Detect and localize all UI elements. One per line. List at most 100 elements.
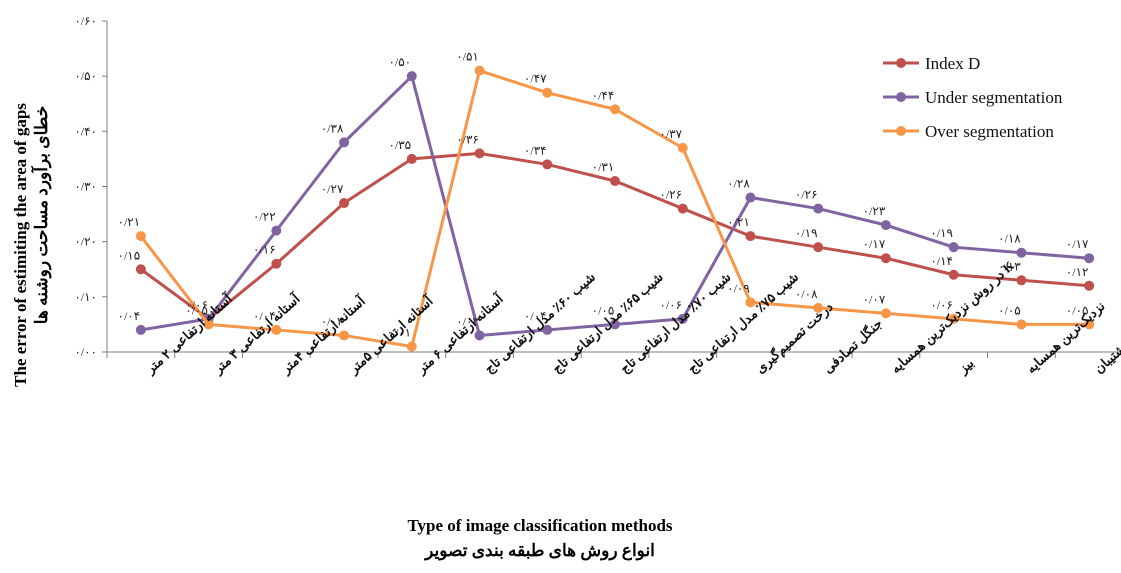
- y-tick-label: ۰/۳۰: [74, 180, 97, 194]
- data-point-under-segmentation: [610, 319, 620, 330]
- legend: Index D Under segmentation Over segmentati…: [883, 54, 1063, 141]
- data-label-under-segmentation: ۰/۱۷: [1066, 237, 1089, 251]
- data-point-index-d: [474, 148, 485, 159]
- data-point-index-d: [1084, 280, 1095, 291]
- data-point-under-segmentation: [813, 203, 824, 214]
- data-label-index-d: ۰/۳۵: [388, 138, 411, 152]
- y-tick-label: ۰/۵۰: [74, 69, 97, 83]
- data-label-index-d: ۰/۱۹: [795, 226, 818, 240]
- data-point-under-segmentation: [271, 225, 282, 236]
- legend-label-over-segmentation: Over segmentation: [925, 122, 1054, 141]
- data-point-index-d: [745, 231, 756, 242]
- data-point-over-segmentation: [1084, 319, 1095, 330]
- y-axis-label: The error of estimiting the area of gaps: [11, 103, 30, 387]
- y-tick-label: ۰/۴۰: [74, 124, 97, 138]
- data-label-over-segmentation: ۰/۰۶: [930, 298, 953, 312]
- data-label-over-segmentation: ۰/۳۷: [659, 127, 682, 141]
- data-label-index-d: ۰/۲۶: [659, 188, 682, 202]
- data-label-over-segmentation: ۰/۵۱: [456, 50, 479, 64]
- data-label-over-segmentation: ۰/۴۷: [524, 72, 547, 86]
- data-label-over-segmentation: ۰/۰۳: [321, 314, 344, 328]
- data-label-under-segmentation: ۰/۱۹: [930, 226, 953, 240]
- data-point-index-d: [1016, 275, 1027, 286]
- data-label-under-segmentation: ۰/۰۶: [659, 298, 682, 312]
- data-label-over-segmentation: ۰/۴۴: [592, 88, 615, 102]
- data-point-over-segmentation: [948, 313, 959, 324]
- data-label-index-d: ۰/۳۴: [524, 143, 547, 157]
- series-lines: [135, 65, 1095, 352]
- data-point-under-segmentation: [1016, 247, 1027, 258]
- data-labels: ۰/۱۵ ۰/۱۶ ۰/۲۷ ۰/۳۵ ۰/۳۶ ۰/۳۴ ۰/۳۱ ۰/۲۶ ۰/۲۱ ۰/۱۹…: [118, 50, 1089, 340]
- data-label-under-segmentation: ۰/۰۵: [592, 303, 615, 317]
- data-label-index-d: ۰/۱۲: [1066, 265, 1089, 279]
- data-label-over-segmentation: ۰/۰۵: [998, 303, 1021, 317]
- data-point-over-segmentation: [542, 87, 553, 98]
- data-label-over-segmentation: ۰/۰۱: [388, 325, 411, 339]
- y-axis-label-persian: خطای برآورد مساحت روشنه ها: [30, 106, 52, 324]
- y-tick-label: ۰/۲۰: [74, 235, 97, 249]
- data-label-under-segmentation: ۰/۲۸: [727, 177, 750, 191]
- data-label-under-segmentation: ۰/۰۴: [118, 309, 141, 323]
- data-point-under-segmentation: [542, 324, 553, 335]
- data-point-under-segmentation: [339, 137, 350, 148]
- data-label-index-d: ۰/۲۷: [321, 182, 344, 196]
- data-point-under-segmentation: [880, 220, 891, 231]
- data-point-over-segmentation: [610, 104, 620, 115]
- x-tick-label: جنگل تصادفی: [820, 315, 886, 376]
- data-point-index-d: [406, 153, 417, 164]
- data-point-over-segmentation: [745, 297, 756, 308]
- x-tick-label: شیب ۶۰٪ مدل ارتفاعی تاج: [482, 269, 599, 377]
- data-label-under-segmentation: ۰/۲۲: [253, 210, 276, 224]
- data-point-under-segmentation: [135, 324, 146, 335]
- legend-marker-over-segmentation: [896, 126, 906, 136]
- data-label-over-segmentation: ۰/۰۵: [185, 303, 208, 317]
- data-label-over-segmentation: ۰/۰۸: [795, 287, 818, 301]
- data-label-under-segmentation: ۰/۰۴: [524, 309, 547, 323]
- legend-marker-under-segmentation: [896, 92, 906, 102]
- data-point-index-d: [948, 269, 959, 280]
- data-label-index-d: ۰/۱۳: [998, 259, 1021, 273]
- y-tick-label: ۰/۰۰: [74, 345, 97, 359]
- data-label-index-d: ۰/۳۱: [592, 160, 615, 174]
- data-point-over-segmentation: [135, 231, 146, 242]
- data-point-index-d: [813, 242, 824, 253]
- data-label-over-segmentation: ۰/۰۷: [863, 292, 886, 306]
- data-label-under-segmentation: ۰/۱۸: [998, 232, 1021, 246]
- legend-label-index-d: Index D: [925, 54, 980, 73]
- data-label-under-segmentation: ۰/۵۰: [388, 55, 411, 69]
- data-point-over-segmentation: [271, 324, 282, 335]
- data-label-under-segmentation: ۰/۲۳: [863, 204, 886, 218]
- data-point-over-segmentation: [339, 330, 350, 341]
- data-point-over-segmentation: [677, 142, 688, 153]
- x-tick-label: بیز: [955, 355, 977, 377]
- series-line-under-segmentation: [140, 74, 1090, 337]
- data-point-over-segmentation: [203, 319, 214, 330]
- data-label-index-d: ۰/۱۶: [253, 243, 276, 257]
- data-point-index-d: [880, 253, 891, 264]
- data-point-under-segmentation: [745, 192, 756, 203]
- data-label-index-d: ۰/۱۵: [118, 248, 141, 262]
- y-tick-label: ۰/۶۰: [74, 14, 97, 28]
- data-point-over-segmentation: [406, 341, 417, 352]
- data-label-under-segmentation: ۰/۲۶: [795, 188, 818, 202]
- data-label-under-segmentation: ۰/۰۶: [185, 298, 208, 312]
- x-axis-label-persian: انواع روش های طبقه بندی تصویر: [423, 541, 655, 561]
- data-label-over-segmentation: ۰/۰۵: [1066, 303, 1089, 317]
- legend-label-under-segmentation: Under segmentation: [925, 88, 1063, 107]
- data-label-index-d: ۰/۲۱: [727, 215, 750, 229]
- data-point-over-segmentation: [1016, 319, 1027, 330]
- y-tick-labels: ۰/۰۰ ۰/۱۰ ۰/۲۰ ۰/۳۰ ۰/۴۰ ۰/۵۰ ۰/۶۰: [74, 14, 97, 359]
- data-label-over-segmentation: ۰/۲۱: [118, 215, 141, 229]
- data-point-under-segmentation: [474, 330, 485, 341]
- data-point-index-d: [339, 198, 350, 209]
- data-label-under-segmentation: ۰/۳۸: [321, 121, 344, 135]
- data-point-index-d: [677, 203, 688, 214]
- data-label-index-d: ۰/۳۶: [456, 132, 479, 146]
- data-point-over-segmentation: [474, 65, 485, 76]
- axes: [102, 20, 1121, 358]
- data-point-under-segmentation: [406, 71, 417, 82]
- data-point-index-d: [542, 159, 553, 170]
- y-tick-label: ۰/۱۰: [74, 290, 97, 304]
